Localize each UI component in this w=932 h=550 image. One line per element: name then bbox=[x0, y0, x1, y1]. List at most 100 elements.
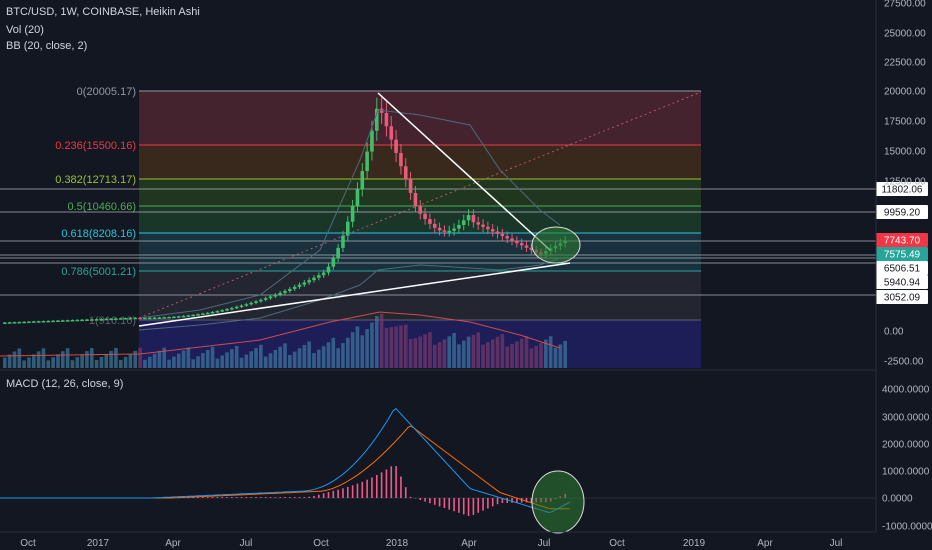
candle-body[interactable] bbox=[341, 235, 345, 248]
volume-legend[interactable]: Vol (20) bbox=[6, 24, 44, 36]
candle-body[interactable] bbox=[355, 189, 360, 207]
candle-body[interactable] bbox=[27, 321, 31, 324]
candle-body[interactable] bbox=[220, 310, 225, 312]
candle-body[interactable] bbox=[403, 166, 408, 180]
candle-body[interactable] bbox=[399, 152, 403, 167]
candle-body[interactable] bbox=[268, 296, 273, 299]
candle-body[interactable] bbox=[234, 306, 239, 309]
candle-body[interactable] bbox=[413, 192, 418, 207]
candle-body[interactable] bbox=[249, 302, 253, 305]
candle-body[interactable] bbox=[147, 317, 152, 320]
candle-body[interactable] bbox=[321, 272, 326, 276]
price-tag[interactable] bbox=[876, 182, 928, 196]
candle-body[interactable] bbox=[191, 314, 196, 317]
candle-body[interactable] bbox=[36, 321, 41, 323]
candle-body[interactable] bbox=[374, 108, 379, 131]
candle-body[interactable] bbox=[442, 230, 447, 232]
candle-body[interactable] bbox=[75, 319, 80, 322]
candle-body[interactable] bbox=[370, 130, 374, 152]
candle-body[interactable] bbox=[312, 277, 316, 281]
candle-body[interactable] bbox=[331, 258, 336, 267]
candle-body[interactable] bbox=[263, 298, 268, 300]
candle-body[interactable] bbox=[162, 317, 167, 319]
candle-body[interactable] bbox=[196, 314, 200, 316]
candle-body[interactable] bbox=[519, 243, 524, 246]
price-tag[interactable] bbox=[876, 233, 928, 247]
candle-body[interactable] bbox=[345, 221, 350, 236]
candle-body[interactable] bbox=[394, 139, 398, 153]
candle-body[interactable] bbox=[365, 151, 369, 172]
highlight-ellipse[interactable] bbox=[531, 226, 581, 264]
candle-body[interactable] bbox=[210, 311, 215, 314]
candle-body[interactable] bbox=[437, 227, 442, 231]
candle-body[interactable] bbox=[244, 304, 249, 306]
candle-body[interactable] bbox=[273, 294, 278, 297]
candle-body[interactable] bbox=[167, 317, 171, 319]
candle-body[interactable] bbox=[466, 215, 471, 221]
candle-body[interactable] bbox=[500, 233, 505, 237]
candle-body[interactable] bbox=[283, 290, 287, 293]
candle-body[interactable] bbox=[80, 319, 84, 322]
candle-body[interactable] bbox=[41, 321, 46, 323]
candle-body[interactable] bbox=[524, 245, 529, 248]
candle-body[interactable] bbox=[476, 222, 481, 225]
candle-body[interactable] bbox=[239, 305, 244, 308]
candle-body[interactable] bbox=[225, 309, 229, 311]
candle-body[interactable] bbox=[302, 282, 307, 285]
bb-legend[interactable]: BB (20, close, 2) bbox=[6, 40, 88, 52]
candle-body[interactable] bbox=[46, 320, 51, 323]
price-tag[interactable] bbox=[876, 261, 928, 275]
candle-body[interactable] bbox=[288, 288, 292, 291]
price-tag[interactable] bbox=[876, 205, 928, 219]
candle-body[interactable] bbox=[230, 307, 234, 310]
candle-body[interactable] bbox=[22, 321, 26, 324]
candle-body[interactable] bbox=[384, 112, 389, 127]
candle-body[interactable] bbox=[471, 215, 476, 223]
candle-body[interactable] bbox=[515, 240, 519, 244]
candle-body[interactable] bbox=[12, 322, 17, 324]
candle-body[interactable] bbox=[495, 231, 500, 234]
candle-body[interactable] bbox=[172, 316, 176, 319]
candle-body[interactable] bbox=[432, 223, 437, 228]
price-tag[interactable] bbox=[876, 247, 928, 261]
candle-body[interactable] bbox=[481, 224, 485, 227]
candle-body[interactable] bbox=[99, 318, 104, 321]
candle-body[interactable] bbox=[201, 313, 205, 316]
candle-body[interactable] bbox=[94, 319, 99, 321]
price-tag[interactable] bbox=[876, 290, 928, 304]
candle-body[interactable] bbox=[128, 317, 133, 320]
candle-body[interactable] bbox=[104, 318, 109, 321]
price-tag[interactable] bbox=[876, 275, 928, 289]
candle-body[interactable] bbox=[133, 317, 138, 320]
candle-body[interactable] bbox=[205, 312, 210, 315]
price-pane[interactable]: 0(20005.17) 0.236(15500.16) 0.382(12713.17… bbox=[0, 86, 876, 368]
candle-body[interactable] bbox=[350, 206, 355, 222]
candle-body[interactable] bbox=[490, 229, 495, 232]
candle-body[interactable] bbox=[65, 320, 70, 322]
candle-body[interactable] bbox=[109, 318, 113, 321]
candle-body[interactable] bbox=[278, 292, 282, 295]
candle-body[interactable] bbox=[307, 280, 311, 283]
candle-body[interactable] bbox=[215, 311, 220, 313]
candle-body[interactable] bbox=[486, 226, 490, 230]
candle-body[interactable] bbox=[123, 318, 128, 320]
candle-body[interactable] bbox=[423, 213, 427, 220]
candle-body[interactable] bbox=[186, 315, 191, 317]
candle-body[interactable] bbox=[389, 126, 394, 140]
candle-body[interactable] bbox=[118, 318, 123, 320]
macd-pane[interactable] bbox=[0, 407, 876, 534]
candle-body[interactable] bbox=[360, 171, 365, 190]
macd-legend[interactable]: MACD (12, 26, close, 9) bbox=[6, 378, 124, 390]
candle-body[interactable] bbox=[3, 322, 7, 324]
candle-body[interactable] bbox=[51, 320, 55, 323]
candle-body[interactable] bbox=[157, 317, 162, 319]
macd-highlight-ellipse[interactable] bbox=[531, 470, 585, 534]
candle-body[interactable] bbox=[259, 299, 263, 302]
candle-body[interactable] bbox=[292, 286, 297, 289]
candle-body[interactable] bbox=[32, 321, 36, 323]
candle-body[interactable] bbox=[529, 247, 534, 251]
candle-body[interactable] bbox=[505, 236, 510, 239]
support-trend-line[interactable] bbox=[138, 262, 571, 327]
candle-body[interactable] bbox=[326, 266, 331, 273]
